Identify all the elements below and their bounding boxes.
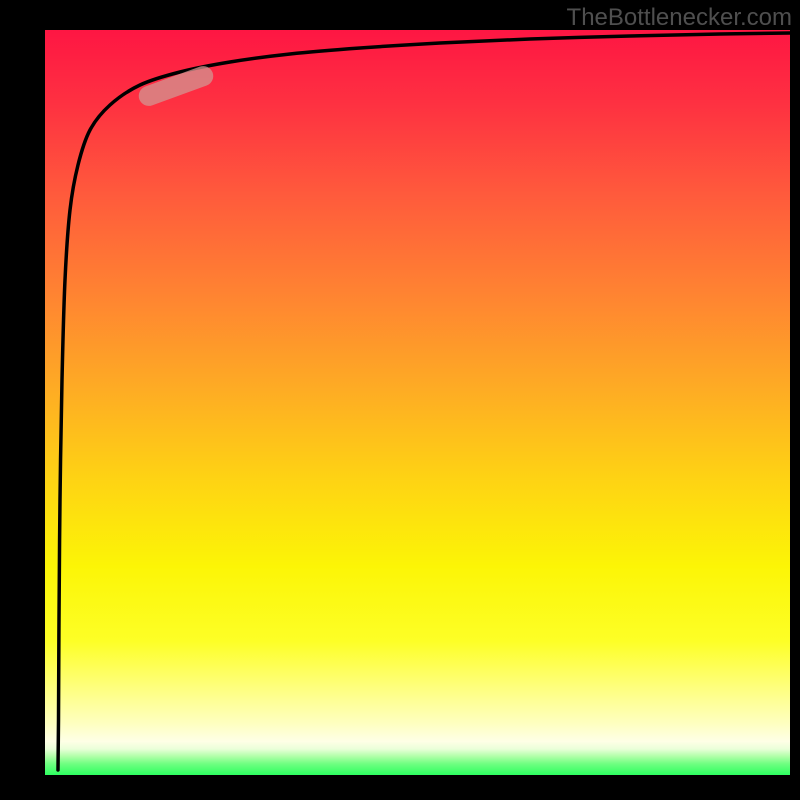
attribution-label: TheBottlenecker.com (567, 4, 792, 32)
bottleneck-curve (58, 33, 790, 770)
chart-container: TheBottlenecker.com (0, 0, 800, 800)
curve-overlay-svg (0, 0, 800, 800)
